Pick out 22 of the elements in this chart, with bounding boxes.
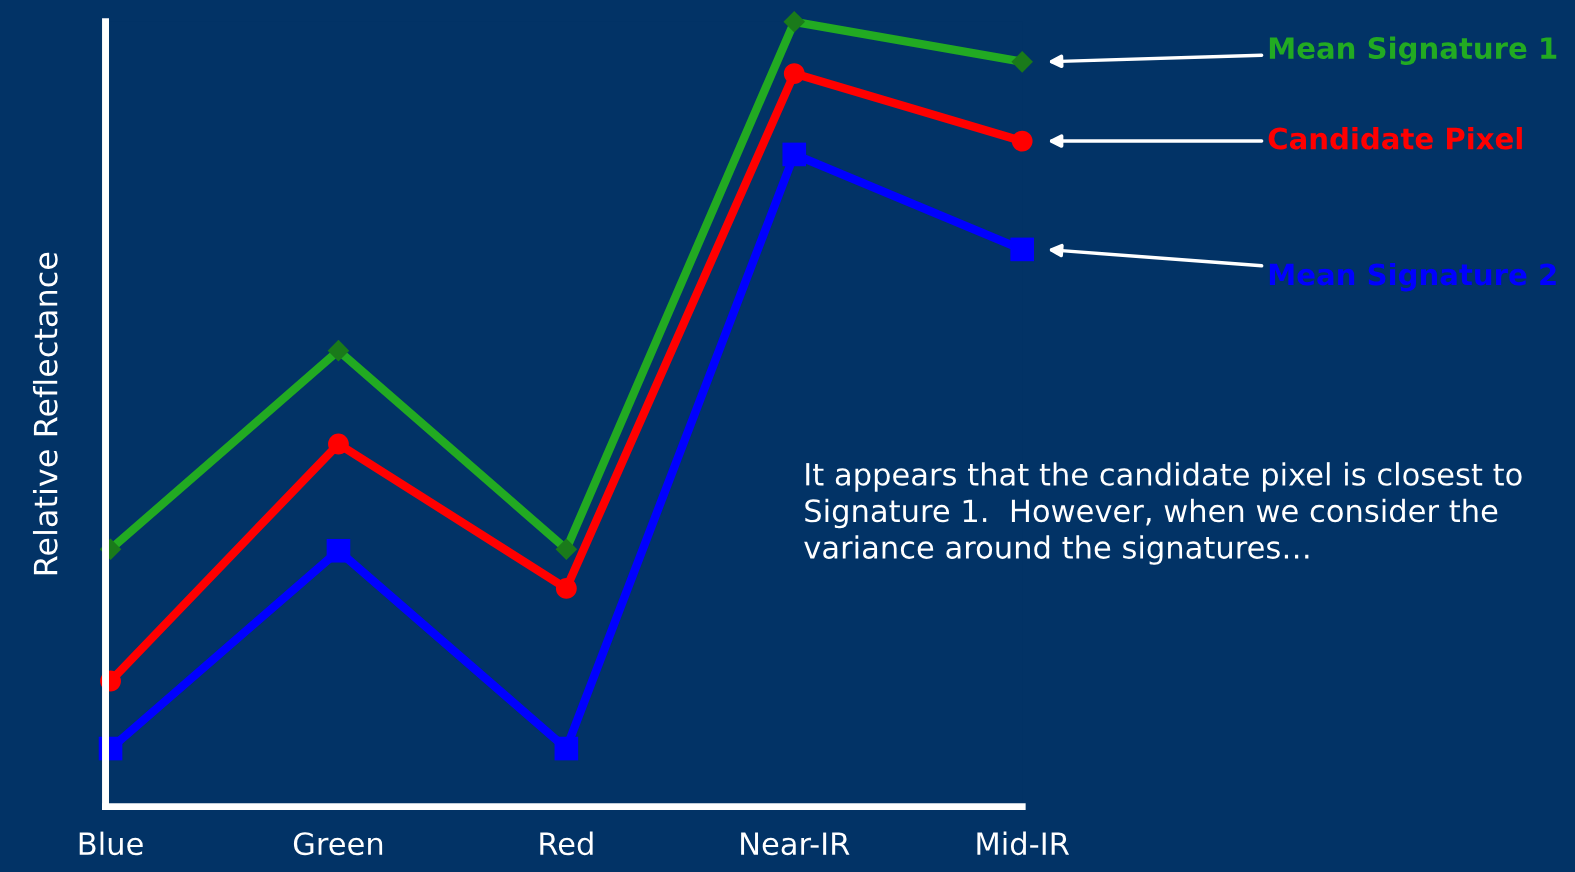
text: Mean Signature 1 [1269,36,1557,65]
text: Candidate Pixel [1268,126,1522,150]
x-tick-label: Red [540,831,593,856]
point [1011,130,1033,152]
point [328,433,349,455]
point [327,339,350,362]
point [554,736,579,761]
text: Mean Signature 2 [1269,262,1556,292]
y-axis-title: Relative Reflectance [32,252,58,575]
point [782,142,807,167]
point [555,538,578,560]
point [1011,51,1033,73]
annotation: It appears that the candidate pixel is closest to Signature 1. However, when we consider the variance around the signatures… [804,462,1522,565]
point [783,11,806,33]
x-tick-label: Blue [79,831,143,856]
x-tick-label: Mid-IR [977,831,1070,856]
x-tick-label: Green [293,832,383,856]
x-tick-label: Near-IR [741,832,850,856]
point [1010,237,1034,262]
point [783,63,805,85]
point [326,538,351,563]
point [555,578,577,599]
